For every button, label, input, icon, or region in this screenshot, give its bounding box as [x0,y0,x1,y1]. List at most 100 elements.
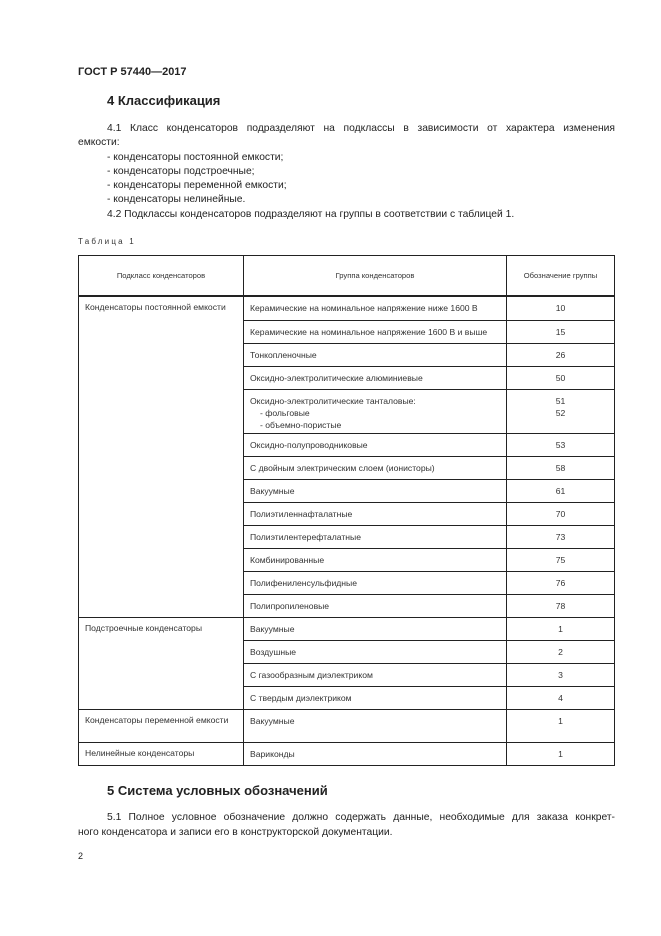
code-cell: 4 [506,685,615,710]
code-cell: 76 [506,570,615,595]
table-row: Полиэтилентерефталатные 73 [79,524,615,549]
table-body: Конденсаторы постоянной емкости Керамичес… [78,295,615,766]
code-cell: 1 [506,708,615,743]
group-cell: Тонкопленочные [243,342,507,367]
code-cell: 50 [506,365,615,390]
group-name: С газообразным диэлектриком [250,669,373,680]
table-row: Воздушные 2 [79,639,615,664]
table-row: Комбинированные 75 [79,547,615,572]
group-cell: Полиэтилентерефталатные [243,524,507,549]
table-header-row: Подкласс конденсаторов Группа конденсато… [78,255,615,297]
page-number: 2 [78,851,84,861]
table-row: Керамические на номинальное напряжение 1… [79,319,615,344]
document-header: ГОСТ Р 57440—2017 [78,66,187,78]
group-cell: Керамические на номинальное напряжение 1… [243,319,507,344]
table-row: Оксидно-электролитические алюминиевые 50 [79,365,615,390]
group-cell: Вариконды [243,741,507,766]
table-row: С двойным электрическим слоем (ионисторы… [79,455,615,480]
group-name: Вакуумные [250,485,295,496]
paragraph-5-1: 5.1 Полное условное обозначение должно с… [107,812,615,823]
header-code: Обозначение группы [506,255,615,297]
group-name: Вакуумные [250,715,295,726]
code-cell: 61 [506,478,615,503]
code-cell: 2 [506,639,615,664]
group-code: 61 [555,485,566,496]
subgroup-name: - объемно-пористые [260,419,342,430]
group-cell: Полифениленсульфидные [243,570,507,595]
code-cell: 53 [506,432,615,457]
code-cell: 70 [506,501,615,526]
group-cell: Оксидно-полупроводниковые [243,432,507,457]
table-row: Конденсаторы постоянной емкости Керамичес… [78,295,615,618]
group-name: С твердым диэлектриком [250,692,352,703]
code-cell: 15 [506,319,615,344]
group-name: Тонкопленочные [250,349,317,360]
header-group: Группа конденсаторов [243,255,507,297]
group-cell: Вакуумные [243,478,507,503]
group-cell: С газообразным диэлектриком [243,662,507,687]
table-row: Полиэтиленнафталатные 70 [79,501,615,526]
group-name: Вакуумные [250,623,295,634]
group-name: С двойным электрическим слоем (ионисторы… [250,462,435,473]
code-cell: 3 [506,662,615,687]
group-code: 1 [558,748,563,759]
group-code: 58 [555,462,566,473]
table-row: Конденсаторы переменной емкости Вакуумные… [78,708,615,743]
list-item: - конденсаторы подстроечные; [107,166,255,177]
group-name: Вариконды [250,748,295,759]
group-code: 15 [555,326,566,337]
group-cell: Оксидно-электролитические алюминиевые [243,365,507,390]
code-cell: 10 [506,295,615,321]
code-cell: 75 [506,547,615,572]
code-cell: 1 [506,741,615,766]
subclass-cell: Конденсаторы переменной емкости [78,708,244,743]
group-name: Полифениленсульфидные [250,577,358,588]
group-code: 78 [555,600,566,611]
paragraph-4-1-cont: емкости: [78,137,120,148]
group-name: Оксидно-электролитические алюминиевые [250,372,423,383]
group-code: 2 [558,646,563,657]
subclass-cell: Подстроечные конденсаторы [78,616,244,710]
subgroup-code: 52 [555,407,566,418]
table-row: Нелинейные конденсаторы Вариконды 1 [78,741,615,766]
table-row: Подстроечные конденсаторы Вакуумные 1 [78,616,615,710]
table-row: Оксидно-полупроводниковые 53 [79,432,615,457]
group-cell: Вакуумные [243,616,507,641]
group-code: 26 [555,349,566,360]
paragraph-5-1-cont: ного конденсатора и записи его в констру… [78,827,393,838]
list-item: - конденсаторы постоянной емкости; [107,152,284,163]
section-4-title: 4 Классификация [107,93,221,108]
group-name: Оксидно-полупроводниковые [250,439,368,450]
group-code: 76 [555,577,566,588]
group-code: 10 [555,303,566,313]
group-name: Полиэтиленнафталатные [250,508,353,519]
classification-table: Подкласс конденсаторов Группа конденсато… [78,255,615,766]
group-code: 75 [555,554,566,565]
group-name: Полипропиленовые [250,600,330,611]
subclass-cell: Конденсаторы постоянной емкости [78,295,244,618]
group-code: 70 [555,508,566,519]
group-cell: Комбинированные [243,547,507,572]
paragraph-4-2: 4.2 Подклассы конденсаторов подразделяют… [107,209,515,220]
group-cell: С двойным электрическим слоем (ионисторы… [243,455,507,480]
group-name: Керамические на номинальное напряжение 1… [250,326,488,337]
group-cell: С твердым диэлектриком [243,685,507,710]
header-subclass: Подкласс конденсаторов [78,255,244,297]
group-code: 4 [558,692,563,703]
group-cell: Оксидно-электролитические танталовые: - ф… [243,388,507,434]
table-row: Полифениленсульфидные 76 [79,570,615,595]
group-name: Оксидно-электролитические танталовые: [250,395,416,406]
list-item: - конденсаторы нелинейные. [107,194,246,205]
group-code: 50 [555,372,566,383]
subclass-cell: Нелинейные конденсаторы [78,741,244,766]
group-cell: Керамические на номинальное напряжение н… [243,295,507,321]
table-caption: Таблица 1 [78,237,136,246]
code-cell: 51 52 [506,388,615,434]
group-cell: Вакуумные [243,708,507,743]
code-cell: 78 [506,593,615,618]
group-cell: Полиэтиленнафталатные [243,501,507,526]
section-5-title: 5 Система условных обозначений [107,783,328,798]
code-cell: 73 [506,524,615,549]
group-name: Керамические на номинальное напряжение н… [250,303,478,313]
group-cell: Воздушные [243,639,507,664]
